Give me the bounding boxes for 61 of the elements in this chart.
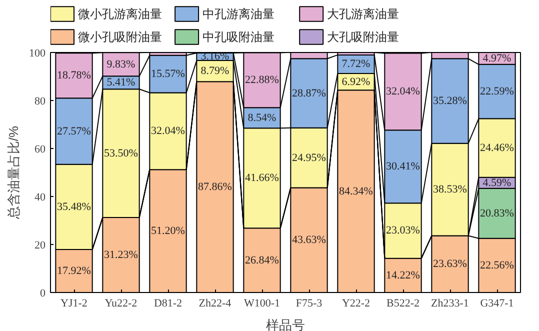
y-tick-label: 80 — [34, 96, 46, 108]
y-axis-title: 总含油量占比/% — [6, 125, 21, 220]
data-label: 26.84% — [245, 254, 279, 266]
legend-label: 中孔吸附油量 — [202, 30, 274, 44]
data-label: 7.72% — [342, 58, 370, 70]
data-label: 32.04% — [151, 125, 185, 138]
data-label: 15.57% — [151, 68, 185, 80]
data-label: 87.86% — [198, 181, 232, 194]
data-label: 41.66% — [245, 172, 279, 184]
x-tick-label: G347-1 — [480, 298, 514, 310]
data-label: 22.56% — [480, 259, 514, 272]
x-tick-label: YJ1-2 — [60, 298, 88, 310]
x-tick-label: Zh22-4 — [198, 298, 232, 310]
data-label: 32.04% — [386, 86, 420, 98]
x-tick-label: F75-3 — [296, 298, 323, 310]
data-label: 43.63% — [292, 234, 326, 246]
data-label: 24.95% — [292, 152, 326, 164]
data-label: 4.59% — [482, 176, 512, 189]
legend-label: 大孔游离油量 — [326, 7, 399, 21]
data-label: 51.20% — [151, 225, 185, 238]
data-label: 3.16% — [200, 50, 230, 63]
data-label: 53.50% — [104, 147, 138, 160]
x-axis-title: 样品号 — [266, 318, 305, 331]
data-label: 8.79% — [200, 65, 230, 78]
data-label: 4.97% — [482, 52, 512, 64]
data-label: 22.59% — [480, 86, 514, 98]
data-label: 35.28% — [433, 94, 467, 107]
data-label: 35.48% — [57, 200, 91, 213]
data-label: 9.83% — [106, 58, 136, 70]
data-label: 18.78% — [57, 70, 91, 82]
legend-label: 中孔游离油量 — [202, 7, 274, 21]
x-tick-label: Zh233-1 — [431, 298, 469, 310]
x-tick-label: W100-1 — [244, 298, 280, 310]
x-tick-label: Y22-2 — [342, 298, 370, 310]
data-label: 27.57% — [57, 125, 91, 138]
data-label: 6.92% — [342, 76, 370, 88]
data-label: 23.63% — [433, 258, 467, 270]
data-label: 23.03% — [386, 224, 420, 237]
legend-label: 大孔吸附油量 — [326, 30, 399, 44]
data-label: 84.34% — [339, 185, 373, 198]
x-tick-label: D81-2 — [154, 298, 182, 310]
y-tick-label: 40 — [34, 192, 46, 204]
data-label: 8.54% — [248, 112, 276, 124]
legend-label: 微小孔吸附油量 — [78, 30, 162, 44]
data-label: 30.41% — [386, 160, 420, 173]
data-label: 14.22% — [386, 269, 420, 282]
data-label: 5.41% — [106, 76, 136, 89]
data-label: 24.46% — [480, 142, 514, 154]
legend-label: 微小孔游离油量 — [78, 7, 162, 21]
data-label: 17.92% — [57, 264, 91, 277]
x-tick-label: B522-2 — [386, 298, 420, 310]
y-tick-label: 20 — [34, 240, 46, 252]
data-label: 22.88% — [245, 74, 279, 86]
y-tick-label: 0 — [40, 288, 46, 300]
data-label: 38.53% — [433, 184, 467, 196]
data-label: 28.87% — [292, 87, 326, 100]
y-tick-label: 100 — [29, 48, 46, 60]
data-label: 31.23% — [104, 249, 138, 262]
y-tick-label: 60 — [34, 144, 46, 156]
x-tick-label: Yu22-2 — [104, 298, 138, 310]
data-label: 20.83% — [480, 207, 514, 220]
